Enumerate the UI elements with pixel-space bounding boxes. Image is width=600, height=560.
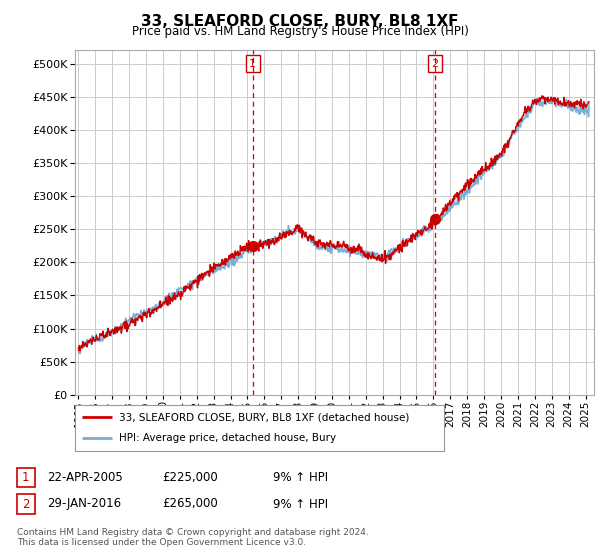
- Text: 1: 1: [249, 59, 256, 69]
- Text: 29-JAN-2016: 29-JAN-2016: [47, 497, 121, 511]
- Text: 33, SLEAFORD CLOSE, BURY, BL8 1XF (detached house): 33, SLEAFORD CLOSE, BURY, BL8 1XF (detac…: [119, 412, 410, 422]
- Text: 9% ↑ HPI: 9% ↑ HPI: [273, 470, 328, 484]
- Text: 1: 1: [22, 470, 29, 484]
- Text: 2: 2: [431, 59, 439, 69]
- Text: £265,000: £265,000: [162, 497, 218, 511]
- Text: Price paid vs. HM Land Registry's House Price Index (HPI): Price paid vs. HM Land Registry's House …: [131, 25, 469, 38]
- Text: HPI: Average price, detached house, Bury: HPI: Average price, detached house, Bury: [119, 433, 337, 444]
- Text: 2: 2: [22, 497, 29, 511]
- Text: 9% ↑ HPI: 9% ↑ HPI: [273, 497, 328, 511]
- Text: 33, SLEAFORD CLOSE, BURY, BL8 1XF: 33, SLEAFORD CLOSE, BURY, BL8 1XF: [141, 14, 459, 29]
- Text: £225,000: £225,000: [162, 470, 218, 484]
- Text: 22-APR-2005: 22-APR-2005: [47, 470, 122, 484]
- Text: Contains HM Land Registry data © Crown copyright and database right 2024.
This d: Contains HM Land Registry data © Crown c…: [17, 528, 368, 547]
